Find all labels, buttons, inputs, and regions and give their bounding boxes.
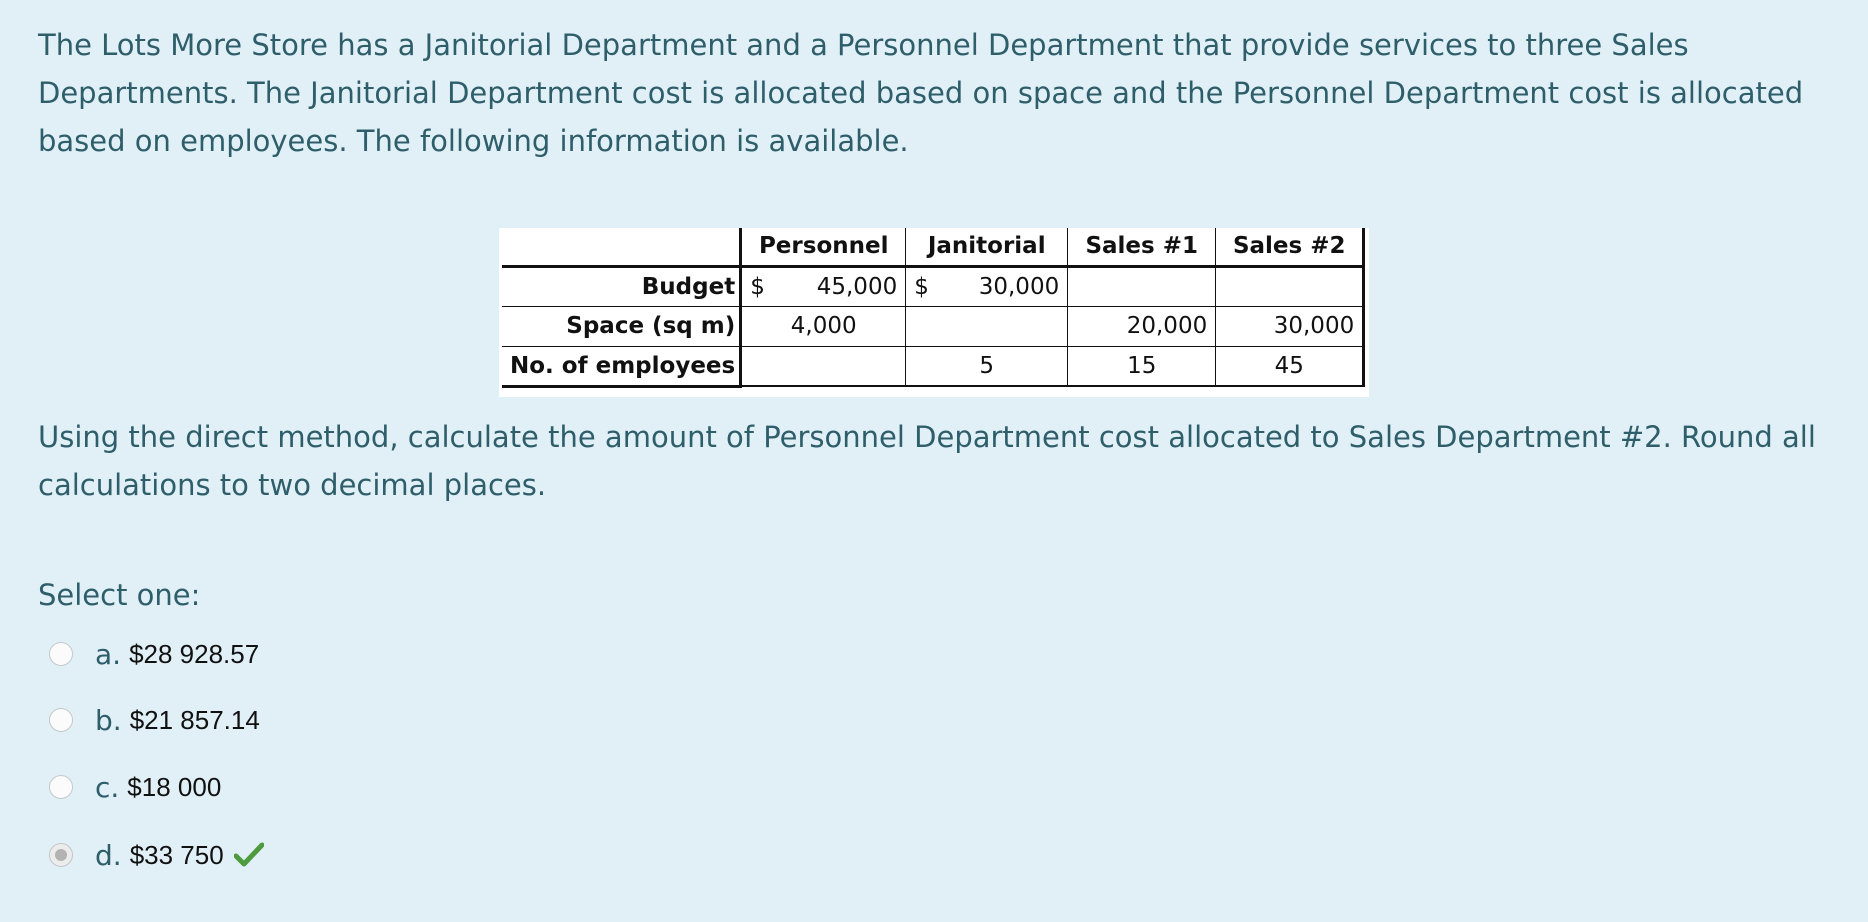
option-text: $18 000 — [127, 771, 222, 802]
answer-option-d[interactable]: d. $33 750 — [49, 833, 264, 877]
answer-option-c[interactable]: c. $18 000 — [49, 765, 221, 809]
option-text: $21 857.14 — [129, 704, 260, 735]
cell-space-personnel: 4,000 — [740, 305, 907, 347]
radio-option-b[interactable] — [49, 708, 73, 732]
header-sales-2: Sales #2 — [1215, 228, 1366, 268]
header-personnel: Personnel — [740, 228, 907, 268]
cell-space-sales-1: 20,000 — [1067, 305, 1217, 347]
row-label-employees: No. of employees — [502, 345, 743, 388]
option-text: $33 750 — [129, 839, 224, 870]
option-letter: a. — [95, 637, 122, 671]
table-header-row: Personnel Janitorial Sales #1 Sales #2 — [502, 228, 1366, 268]
cell-budget-personnel: $ 45,000 — [740, 265, 907, 307]
data-table: Personnel Janitorial Sales #1 Sales #2 B… — [502, 228, 1366, 388]
table-row-employees: No. of employees 5 15 45 — [502, 345, 1366, 388]
option-letter: b. — [95, 703, 122, 737]
cell-employees-janitorial: 5 — [905, 345, 1069, 387]
question-intro: The Lots More Store has a Janitorial Dep… — [38, 28, 1804, 158]
option-letter: c. — [95, 770, 120, 804]
cell-budget-janitorial: $ 30,000 — [905, 265, 1069, 307]
cell-budget-sales-2 — [1215, 265, 1366, 307]
question-instructions: Using the direct method, calculate the a… — [38, 420, 1816, 502]
select-one-label: Select one: — [38, 578, 201, 612]
option-letter: d. — [95, 838, 122, 872]
radio-option-d[interactable] — [49, 843, 73, 867]
option-text: $28 928.57 — [129, 638, 260, 669]
cell-budget-sales-1 — [1067, 265, 1217, 307]
answer-option-a[interactable]: a. $28 928.57 — [49, 632, 259, 676]
cell-employees-sales-1: 15 — [1067, 345, 1217, 387]
check-icon — [233, 842, 264, 867]
cell-value: 45,000 — [816, 273, 898, 300]
cell-value: 30,000 — [978, 273, 1060, 300]
currency-symbol: $ — [914, 273, 929, 300]
radio-option-c[interactable] — [49, 775, 73, 799]
cell-space-janitorial — [905, 305, 1069, 347]
currency-symbol: $ — [750, 273, 765, 300]
table-row-space: Space (sq m) 4,000 20,000 30,000 — [502, 305, 1366, 347]
header-janitorial: Janitorial — [905, 228, 1069, 268]
cell-space-sales-2: 30,000 — [1215, 305, 1366, 347]
data-table-image: Personnel Janitorial Sales #1 Sales #2 B… — [499, 228, 1369, 397]
table-row-budget: Budget $ 45,000 $ 30,000 — [502, 265, 1366, 307]
radio-option-a[interactable] — [49, 642, 73, 666]
answer-option-b[interactable]: b. $21 857.14 — [49, 698, 260, 742]
table-corner-cell — [502, 228, 743, 268]
row-label-budget: Budget — [502, 265, 743, 307]
cell-employees-personnel — [740, 345, 907, 387]
cell-employees-sales-2: 45 — [1215, 345, 1366, 387]
header-sales-1: Sales #1 — [1067, 228, 1217, 268]
row-label-space: Space (sq m) — [502, 305, 743, 347]
